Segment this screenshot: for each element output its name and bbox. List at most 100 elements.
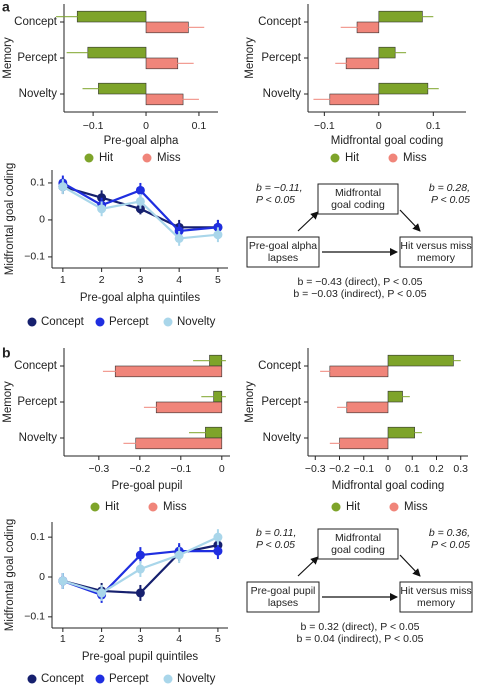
x-tick-label: −0.1 [170, 463, 191, 475]
edge-label: b = 0.28, [429, 182, 470, 194]
diagram-note: b = −0.03 (indirect), P < 0.05 [293, 288, 426, 300]
category-label: Novelty [263, 432, 302, 444]
y-axis-title: Midfrontal goal coding [4, 163, 16, 276]
x-tick-label: 0.3 [453, 463, 468, 475]
diagram-node [246, 581, 320, 613]
x-tick-label: −0.3 [88, 463, 109, 475]
x-tick-label: −0.1 [314, 120, 335, 132]
diagram-note: b = 0.04 (indirect), P < 0.05 [296, 633, 423, 645]
x-tick-label: −0.1 [353, 463, 374, 475]
legend-marker [388, 153, 398, 163]
legend-marker [389, 502, 399, 512]
point [97, 588, 107, 598]
legend-marker [27, 317, 37, 327]
point [135, 564, 145, 574]
point [135, 185, 145, 195]
legend-label: Hit [345, 152, 360, 164]
arrow [297, 211, 319, 232]
legend-label: Concept [41, 673, 85, 685]
category-label: Novelty [19, 432, 58, 444]
point [174, 550, 184, 560]
x-tick-label: 2 [99, 274, 105, 286]
x-tick-label: −0.2 [129, 463, 150, 475]
edge-label: P < 0.05 [256, 194, 295, 206]
y-tick-label: −0.1 [24, 251, 45, 263]
x-tick-label: 2 [99, 633, 105, 645]
arrow [297, 556, 319, 577]
x-tick-label: −0.1 [83, 120, 104, 132]
category-label: Percept [261, 52, 301, 64]
point [213, 230, 223, 240]
y-tick-label: 0 [39, 571, 45, 583]
legend-label: Miss [404, 501, 428, 513]
edge-label: P < 0.05 [256, 539, 295, 551]
y-tick-label: 0.1 [30, 177, 45, 189]
y-axis-title: Memory [2, 381, 14, 423]
node-label: Midfrontal [335, 532, 381, 544]
point [174, 233, 184, 243]
category-label: Novelty [19, 88, 58, 100]
x-tick-label: 0.1 [405, 463, 420, 475]
x-axis-title: Pre-goal pupil quintiles [82, 651, 199, 663]
category-label: Concept [258, 360, 302, 372]
point [135, 196, 145, 206]
legend-marker [95, 317, 105, 327]
node-label: Pre-goal alpha [249, 240, 317, 252]
legend-label: Hit [346, 501, 361, 513]
x-axis-title: Pre-goal pupil [112, 480, 183, 492]
x-tick-label: 3 [137, 274, 143, 286]
legend-marker [148, 502, 158, 512]
node-label: Midfrontal [335, 187, 381, 199]
edge-label: b = −0.11, [256, 182, 303, 194]
x-tick-label: 0.1 [192, 120, 207, 132]
legend-label: Hit [105, 501, 120, 513]
node-label: lapses [268, 597, 298, 609]
point [213, 546, 223, 556]
diagram-note: b = −0.43 (direct), P < 0.05 [297, 276, 422, 288]
legend-label: Percept [109, 316, 149, 328]
legend-marker [95, 674, 105, 684]
category-label: Concept [14, 360, 58, 372]
x-tick-label: 0 [376, 120, 382, 132]
y-axis-title: Memory [2, 37, 14, 79]
edge-label: P < 0.05 [431, 539, 470, 551]
y-axis-title: Memory [244, 381, 256, 423]
point [135, 588, 145, 598]
point [58, 182, 68, 192]
diagram-node [399, 581, 473, 613]
diagram-node [317, 183, 399, 215]
bar [114, 365, 223, 378]
legend-label: Miss [157, 152, 181, 164]
node-label: goal coding [331, 199, 385, 211]
category-label: Percept [17, 52, 57, 64]
bar [387, 354, 454, 367]
edge-label: P < 0.05 [431, 194, 470, 206]
point [213, 532, 223, 542]
point [135, 550, 145, 560]
legend-label: Concept [41, 316, 85, 328]
x-tick-label: 5 [215, 274, 221, 286]
diagram-node [317, 528, 399, 560]
category-label: Concept [14, 16, 58, 28]
legend-label: Hit [99, 152, 114, 164]
category-label: Percept [17, 396, 57, 408]
x-tick-label: 3 [137, 633, 143, 645]
node-label: Hit versus miss [400, 240, 471, 252]
node-label: memory [417, 252, 456, 264]
legend-marker [331, 502, 341, 512]
legend-label: Novelty [177, 316, 216, 328]
x-tick-label: 0 [143, 120, 149, 132]
panel-label: b [2, 345, 11, 361]
y-tick-label: 0 [39, 214, 45, 226]
legend-marker [84, 153, 94, 163]
node-label: memory [417, 597, 456, 609]
x-axis-title: Midfrontal goal coding [331, 135, 444, 147]
x-tick-label: 0.2 [429, 463, 444, 475]
x-axis-title: Midfrontal goal coding [332, 480, 445, 492]
node-label: goal coding [331, 544, 385, 556]
node-label: lapses [268, 252, 298, 264]
bar [135, 437, 223, 450]
legend-marker [142, 153, 152, 163]
y-tick-label: 0.1 [30, 531, 45, 543]
